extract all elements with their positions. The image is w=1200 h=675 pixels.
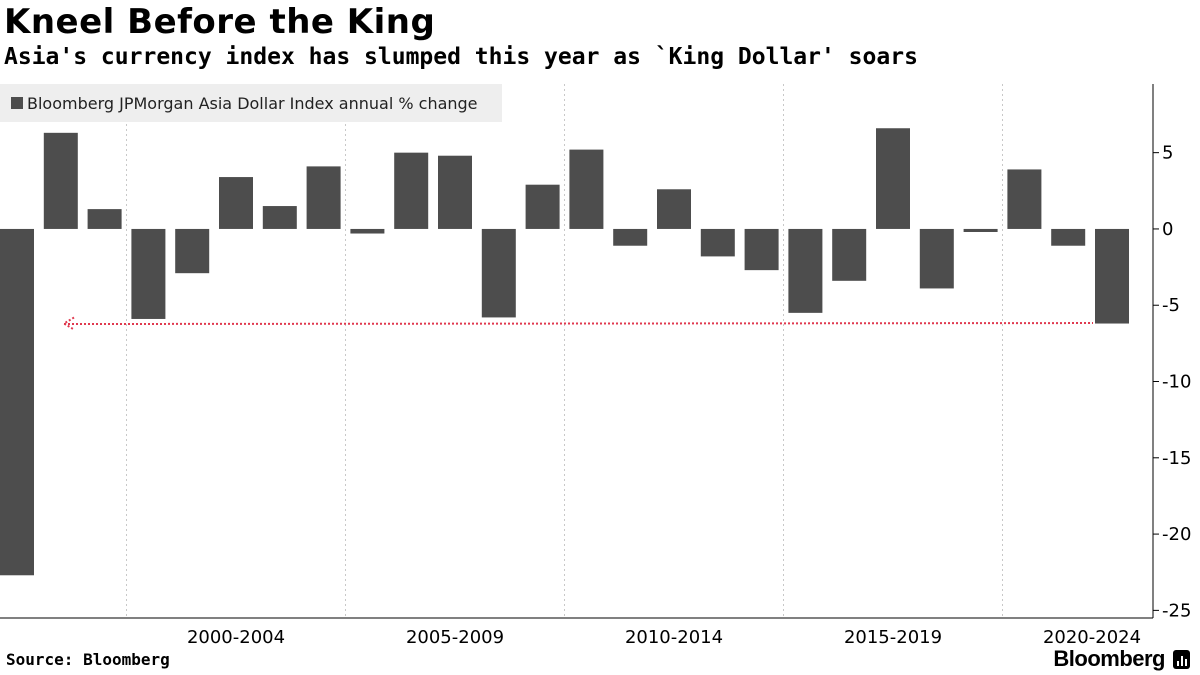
y-tick-label: -20	[1162, 524, 1191, 545]
y-tick-label: -5	[1162, 295, 1180, 316]
bar	[569, 149, 604, 229]
bar	[963, 228, 998, 232]
legend-swatch	[11, 97, 23, 109]
bar	[481, 228, 516, 318]
bar	[175, 228, 210, 274]
bar	[1007, 169, 1042, 229]
bar	[700, 228, 735, 257]
bar	[306, 166, 341, 229]
bar	[219, 177, 253, 229]
y-tick-label: 0	[1162, 219, 1173, 240]
brand-wordmark: Bloomberg	[1053, 646, 1165, 671]
bar	[876, 128, 910, 229]
x-tick-label: 2005-2009	[406, 627, 504, 648]
source-note: Source: Bloomberg	[6, 650, 170, 669]
bar	[87, 209, 122, 229]
x-tick-label: 2000-2004	[187, 627, 285, 648]
bar	[657, 189, 691, 229]
y-tick-label: -15	[1162, 448, 1191, 469]
bar	[1095, 228, 1129, 324]
y-tick-label: -10	[1162, 372, 1191, 393]
bar	[262, 206, 297, 229]
reference-arrow-line	[63, 322, 1094, 326]
y-tick-label: 5	[1162, 143, 1173, 164]
bar	[438, 155, 472, 229]
bar	[525, 184, 560, 229]
bar	[919, 228, 954, 289]
bar	[832, 228, 867, 281]
bar	[131, 228, 166, 319]
bar	[394, 152, 429, 229]
bar	[744, 228, 779, 271]
x-tick-label: 2015-2019	[844, 627, 942, 648]
bar	[788, 228, 823, 313]
bloomberg-chart-icon	[1173, 649, 1190, 669]
x-tick-label: 2010-2014	[625, 627, 723, 648]
y-tick-label: -25	[1162, 600, 1191, 621]
x-tick-label: 2020-2024	[1043, 627, 1141, 648]
chart-title: Kneel Before the King	[4, 2, 436, 42]
bar	[1051, 228, 1086, 246]
legend: Bloomberg JPMorgan Asia Dollar Index ann…	[0, 84, 502, 122]
bar	[613, 228, 648, 246]
bar	[43, 132, 78, 229]
brand-logo: Bloomberg	[1053, 646, 1190, 672]
bar	[350, 228, 385, 234]
legend-label: Bloomberg JPMorgan Asia Dollar Index ann…	[27, 93, 478, 113]
bar	[0, 228, 34, 576]
chart-subtitle: Asia's currency index has slumped this y…	[4, 44, 918, 70]
